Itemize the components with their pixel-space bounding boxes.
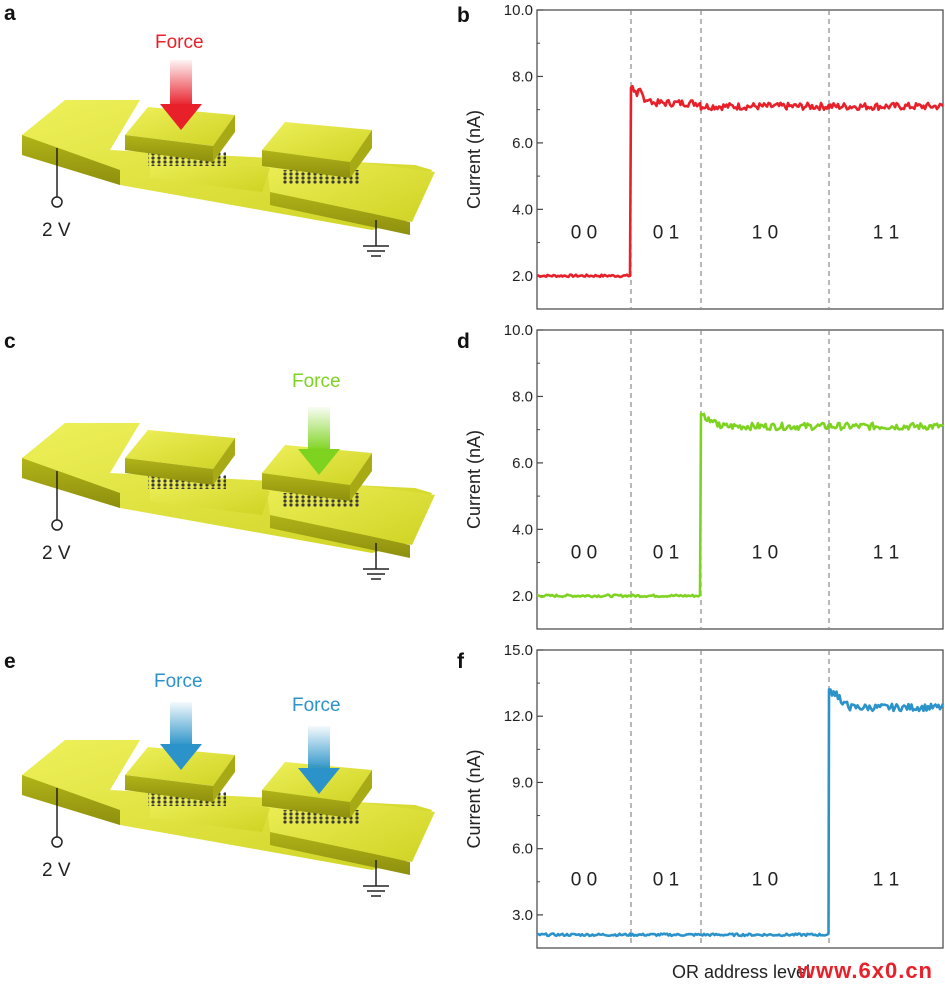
schematic-a: 2 V Force: [22, 32, 435, 257]
y-axis-label: Current (nA): [464, 749, 484, 848]
y-tick-label: 8.0: [512, 68, 533, 85]
voltage-terminal-icon: [51, 519, 63, 531]
force-arrow-icon: [298, 407, 340, 475]
y-axis-label: Current (nA): [464, 430, 484, 529]
panel-letter-f: f: [457, 650, 464, 673]
panel-letter-e: e: [4, 650, 16, 673]
force-label: Force: [155, 32, 204, 53]
ground-icon: [363, 860, 389, 897]
ground-icon: [363, 543, 389, 580]
voltage-label: 2 V: [42, 220, 71, 241]
segment-label: 1 1: [873, 543, 899, 564]
y-tick-label: 2.0: [512, 268, 533, 285]
segment-label: 0 0: [571, 543, 597, 564]
segment-label: 1 0: [752, 869, 778, 890]
panel-letter-c: c: [4, 330, 16, 353]
plot-frame: [536, 329, 944, 630]
current-trace: [536, 688, 945, 938]
y-tick-label: 2.0: [512, 588, 533, 605]
segment-label: 1 0: [752, 223, 778, 244]
plot-frame: [536, 9, 944, 310]
segment-label: 1 0: [752, 543, 778, 564]
chart-d: 2.0 4.0 6.0 8.0 10.0 Current (nA) 0 0 0 1 1 0 1 1: [464, 322, 944, 630]
plot-frame: [536, 649, 944, 949]
x-axis-label: OR address level: [672, 962, 811, 982]
segment-label: 0 0: [571, 223, 597, 244]
y-tick-label: 10.0: [504, 2, 533, 19]
segment-label: 1 1: [873, 869, 899, 890]
segment-label: 0 0: [571, 869, 597, 890]
y-tick-label: 3.0: [512, 907, 533, 924]
panel-letter-d: d: [457, 330, 470, 353]
force-label: Force: [154, 671, 203, 692]
segment-label: 0 1: [653, 543, 679, 564]
y-tick-label: 15.0: [504, 642, 533, 659]
y-tick-label: 10.0: [504, 322, 533, 339]
y-tick-label: 4.0: [512, 521, 533, 538]
current-trace: [536, 412, 944, 599]
y-axis-label: Current (nA): [464, 110, 484, 209]
chart-b: 2.0 4.0 6.0 8.0 10.0 Current (nA) 0 0 0 1 1 0 1 1: [464, 2, 944, 310]
device-strip: [22, 740, 435, 875]
device-strip: [22, 100, 435, 235]
device-strip: [22, 423, 435, 558]
schematic-c: 2 V Force: [22, 371, 435, 580]
force-arrow-icon: [298, 726, 340, 794]
segment-label: 1 1: [873, 223, 899, 244]
panel-letter-b: b: [457, 4, 470, 27]
y-tick-label: 6.0: [512, 455, 533, 472]
schematic-e: 2 V Force Force: [22, 671, 435, 897]
y-tick-label: 9.0: [512, 774, 533, 791]
chart-f: 3.0 6.0 9.0 12.0 15.0 Current (nA) 0 0 0 1 1 0 1 …: [464, 642, 945, 949]
force-arrow-icon: [160, 702, 202, 770]
segment-label: 0 1: [653, 869, 679, 890]
y-tick-label: 12.0: [504, 708, 533, 725]
force-label: Force: [292, 371, 341, 392]
voltage-terminal-icon: [51, 836, 63, 848]
y-tick-label: 4.0: [512, 201, 533, 218]
watermark: www.6x0.cn: [797, 958, 933, 983]
force-arrow-icon: [160, 60, 202, 130]
voltage-label: 2 V: [42, 860, 71, 881]
voltage-label: 2 V: [42, 543, 71, 564]
y-tick-label: 6.0: [512, 841, 533, 858]
ground-icon: [363, 220, 389, 257]
y-tick-label: 8.0: [512, 388, 533, 405]
panel-letter-a: a: [4, 2, 16, 25]
current-trace: [536, 84, 944, 279]
voltage-terminal-icon: [51, 196, 63, 208]
y-tick-label: 6.0: [512, 135, 533, 152]
force-label: Force: [292, 695, 341, 716]
segment-label: 0 1: [653, 223, 679, 244]
